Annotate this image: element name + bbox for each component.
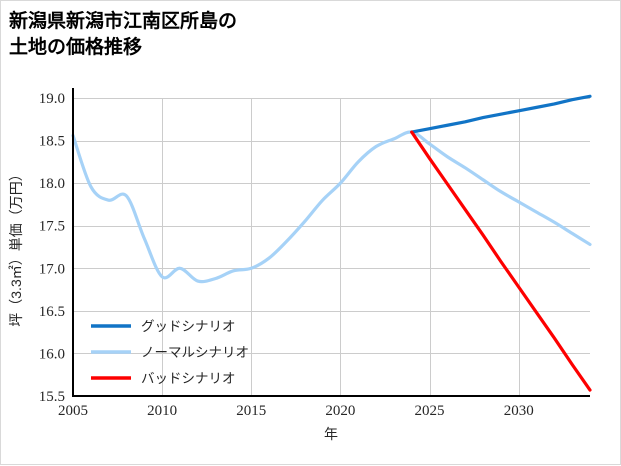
x-tick-label: 2030 bbox=[504, 403, 534, 419]
series-line-2 bbox=[410, 130, 592, 392]
gridlines bbox=[73, 98, 590, 397]
y-tick-label: 17.0 bbox=[39, 261, 65, 277]
legend-label-1: ノーマルシナリオ bbox=[141, 345, 249, 360]
x-tick-label: 2010 bbox=[147, 403, 177, 419]
y-tick-label: 17.5 bbox=[39, 219, 65, 235]
chart-title: 新潟県新潟市江南区所島の 土地の価格推移 bbox=[9, 11, 238, 58]
series-group bbox=[71, 94, 592, 392]
x-axis-title: 年 bbox=[324, 426, 338, 442]
y-tick-label: 18.5 bbox=[39, 134, 65, 150]
y-tick-labels: 15.5 16.0 16.5 17.0 17.5 18.0 18.5 19.0 bbox=[39, 91, 65, 405]
legend-label-0: グッドシナリオ bbox=[141, 319, 236, 334]
y-tick-label: 15.5 bbox=[39, 389, 65, 405]
y-tick-label: 18.0 bbox=[39, 176, 65, 192]
x-tick-label: 2015 bbox=[236, 403, 266, 419]
y-tick-label: 16.0 bbox=[39, 346, 65, 362]
x-tick-labels: 2005 2010 2015 2020 2025 2030 bbox=[58, 403, 534, 419]
axis-spines bbox=[71, 88, 590, 398]
y-tick-label: 19.0 bbox=[39, 91, 65, 107]
legend-label-2: バッドシナリオ bbox=[141, 371, 236, 386]
y-tick-label: 16.5 bbox=[39, 304, 65, 320]
series-line-0 bbox=[410, 94, 592, 134]
x-tick-label: 2025 bbox=[415, 403, 445, 419]
x-tick-label: 2020 bbox=[325, 403, 355, 419]
y-axis-title: 坪（3.3㎡）単価（万円） bbox=[8, 167, 24, 326]
x-tick-label: 2005 bbox=[58, 403, 88, 419]
series-line-1 bbox=[71, 130, 592, 284]
